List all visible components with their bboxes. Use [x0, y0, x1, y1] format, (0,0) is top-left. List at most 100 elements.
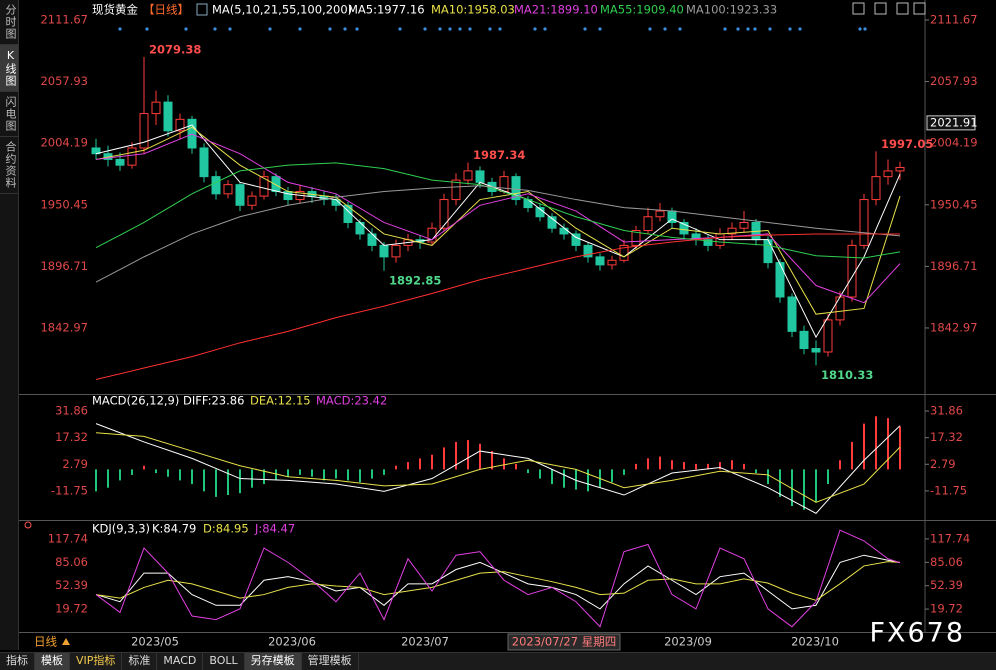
y-tick-label: 2004.19	[930, 136, 978, 150]
event-dot	[543, 27, 547, 31]
y-tick-label: 1842.97	[930, 320, 978, 334]
icon[interactable]	[913, 2, 926, 15]
event-dot	[858, 27, 862, 31]
candle-body	[559, 227, 569, 235]
indicator-line	[95, 185, 901, 283]
background	[19, 0, 996, 652]
kdj-icon[interactable]	[24, 521, 32, 529]
candle-body	[643, 216, 653, 232]
candle-body	[823, 319, 833, 353]
sidebar-tab[interactable]: 分时图	[0, 0, 18, 45]
indicator-line	[95, 133, 901, 304]
x-tick-label: 2023/07	[401, 635, 449, 649]
candle-body	[847, 244, 857, 298]
candle-body	[127, 147, 137, 166]
event-dot	[343, 27, 347, 31]
legend-entry: MACD:23.42	[316, 394, 387, 408]
candle-body	[655, 210, 665, 218]
legend-entry: MA100:1923.33	[686, 3, 777, 17]
icon[interactable]	[852, 2, 865, 15]
event-dot	[458, 27, 462, 31]
candle-body	[247, 195, 257, 206]
indicator-line	[95, 554, 901, 610]
candle-body	[451, 179, 461, 201]
candle-body	[835, 296, 845, 321]
event-dot	[448, 27, 452, 31]
toolbar-button[interactable]: BOLL	[203, 653, 245, 670]
sidebar-tab[interactable]: 合约资料	[0, 137, 18, 194]
y-tick-label: 2057.93	[930, 74, 978, 88]
event-dot	[648, 27, 652, 31]
event-dot	[746, 27, 750, 31]
y-tick-label: -11.75	[930, 483, 967, 497]
period: 【日线】	[143, 3, 189, 17]
event-dot	[488, 27, 492, 31]
toolbar-button[interactable]: 另存模板	[244, 653, 302, 670]
sidebar-tab[interactable]: K线图	[0, 45, 18, 92]
candle-body	[235, 184, 245, 206]
icon[interactable]	[874, 2, 887, 15]
candle-body	[763, 239, 773, 264]
candle-body	[163, 101, 173, 132]
candle-body	[91, 147, 101, 155]
y-tick-label: 2004.19	[40, 136, 88, 150]
toolbar-button[interactable]: 标准	[122, 653, 158, 670]
legend-entry: J:84.47	[254, 522, 295, 536]
indicator-line	[95, 529, 901, 628]
toolbar-button[interactable]: MACD	[157, 653, 204, 670]
indicator-line	[95, 233, 900, 380]
event-dot	[768, 27, 772, 31]
candle-body	[223, 184, 233, 195]
event-dot	[468, 27, 472, 31]
candle-body	[619, 244, 629, 261]
legend-entry: MA10:1958.03	[431, 3, 515, 17]
candle-body	[571, 233, 581, 246]
indicator-title: MA(5,10,21,55,100,200)	[212, 3, 352, 17]
candle-body	[787, 296, 797, 332]
event-dot	[598, 27, 602, 31]
symbol: 现货黄金	[92, 3, 138, 17]
watermark: FX678	[869, 618, 965, 649]
y-tick-label: 2057.93	[40, 74, 88, 88]
crosshair-date-box	[507, 633, 621, 651]
event-dot	[798, 27, 802, 31]
candle-body	[499, 176, 509, 193]
y-tick-label: 1896.71	[40, 259, 88, 273]
crosshair-price: 2021.91	[930, 115, 978, 129]
sidebar-tab[interactable]: 闪电图	[0, 92, 18, 137]
legend-entry: DIFF:23.86	[183, 394, 244, 408]
toolbar-button[interactable]: 管理模板	[302, 653, 359, 670]
extreme-label: 2079.38	[149, 42, 201, 56]
indicator-line	[95, 432, 901, 503]
y-tick-label: 117.74	[930, 531, 970, 545]
toolbar-button[interactable]: 指标	[0, 653, 35, 670]
event-dot	[145, 27, 149, 31]
candle-body	[187, 118, 197, 149]
candle-body	[703, 239, 713, 246]
x-tick-label: 2023/05	[131, 635, 179, 649]
candle-body	[799, 330, 809, 350]
candle-body	[775, 262, 785, 298]
y-tick-label: 2111.67	[930, 12, 978, 26]
y-tick-label: 31.86	[55, 404, 88, 418]
y-tick-label: 1950.45	[40, 197, 88, 211]
candle-body	[595, 256, 605, 266]
legend-entry: MA5:1977.16	[348, 3, 425, 17]
period-button[interactable]: 日线	[34, 635, 57, 649]
candle-body	[475, 170, 485, 183]
period-arrow[interactable]	[62, 638, 70, 645]
toolbar-button[interactable]: 模板	[35, 653, 70, 670]
candle-body	[343, 204, 353, 223]
ma-icon[interactable]	[196, 3, 208, 16]
icon[interactable]	[896, 2, 909, 15]
candle-body	[439, 199, 449, 229]
candle-body	[463, 170, 473, 181]
candle-body	[211, 176, 221, 195]
legend-entry: MA21:1899.10	[514, 3, 598, 17]
indicator-title: MACD(26,12,9)	[92, 394, 179, 408]
extreme-label: 1892.85	[389, 273, 441, 287]
crosshair-price-box	[926, 115, 976, 131]
y-tick-label: 85.06	[55, 555, 88, 569]
toolbar-button[interactable]: VIP指标	[70, 653, 123, 670]
event-dot	[788, 27, 792, 31]
